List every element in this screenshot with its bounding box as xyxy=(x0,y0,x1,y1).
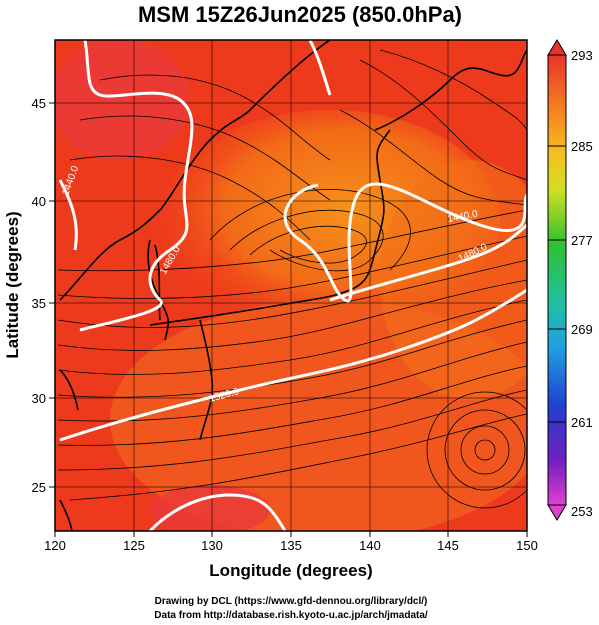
credit-data: Data from http://database.rish.kyoto-u.a… xyxy=(154,610,428,621)
cool-patch-northwest xyxy=(55,40,190,160)
colorbar-tick-label: 277 xyxy=(571,233,593,248)
colorbar-tick-label: 285 xyxy=(571,139,593,154)
x-tick-label: 125 xyxy=(123,538,145,553)
y-tick-label: 35 xyxy=(32,296,46,311)
x-tick-label: 130 xyxy=(201,538,223,553)
x-tick-label: 135 xyxy=(280,538,302,553)
colorbar-tick-label: 269 xyxy=(571,322,593,337)
y-tick-label: 25 xyxy=(32,480,46,495)
colorbar-tick-label: 261 xyxy=(571,415,593,430)
colorbar-scale xyxy=(547,54,567,506)
y-axis-title: Latitude (degrees) xyxy=(3,211,22,358)
x-tick-label: 140 xyxy=(359,538,381,553)
contour-label-5: 1440.0 xyxy=(447,209,479,225)
colorbar-tick-label: 253 xyxy=(571,504,593,519)
chart-title: MSM 15Z26Jun2025 (850.0hPa) xyxy=(138,2,462,27)
cool-patch-south xyxy=(150,485,270,531)
colorbar-top-arrow xyxy=(547,39,567,56)
x-tick-label: 120 xyxy=(44,538,66,553)
colorbar-bottom-arrow xyxy=(547,504,567,521)
grid-lines xyxy=(55,40,527,531)
x-tick-label: 145 xyxy=(437,538,459,553)
height-contours xyxy=(58,40,527,531)
warm-region-east xyxy=(380,160,527,400)
colorbar xyxy=(547,39,567,521)
x-tick-label: 150 xyxy=(516,538,538,553)
tick-marks xyxy=(49,102,528,537)
x-axis-title: Longitude (degrees) xyxy=(209,561,372,580)
y-tick-label: 30 xyxy=(32,391,46,406)
y-tick-label: 45 xyxy=(32,96,46,111)
credit-drawing: Drawing by DCL (https://www.gfd-dennou.o… xyxy=(155,596,428,607)
coastlines xyxy=(59,40,527,531)
plot-area: 1440.0 1480.0 1520.0 1480.0 1440.0 xyxy=(55,40,527,531)
wind-streamlines xyxy=(57,49,527,509)
y-tick-label: 40 xyxy=(32,194,46,209)
colorbar-tick-label: 293 xyxy=(571,48,593,63)
